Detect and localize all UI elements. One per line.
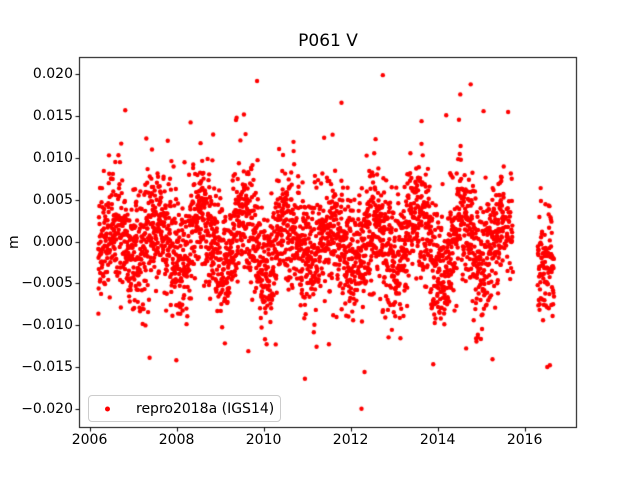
x-tick-label: 2006	[71, 432, 108, 448]
y-tick-label: −0.020	[21, 400, 73, 417]
x-tick-label: 2012	[332, 432, 369, 448]
y-tick-label: 0.015	[32, 108, 73, 125]
x-tick-label: 2008	[158, 432, 195, 448]
y-tick-label: −0.015	[21, 358, 73, 375]
y-tick-label: 0.020	[32, 66, 73, 83]
legend-label: repro2018a (IGS14)	[136, 400, 275, 417]
y-tick-label: 0.005	[32, 191, 73, 208]
chart-title: P061 V	[298, 31, 358, 51]
legend-marker-dot	[105, 406, 110, 411]
y-tick-label: −0.010	[21, 317, 73, 334]
y-tick-label: 0.000	[32, 233, 73, 250]
y-tick-label: −0.005	[21, 275, 73, 292]
legend: repro2018a (IGS14)	[88, 395, 281, 422]
x-tick-label: 2010	[245, 432, 282, 448]
x-tick-label: 2016	[506, 432, 543, 448]
x-tick-label: 2014	[419, 432, 456, 448]
y-tick-label: 0.010	[32, 149, 73, 166]
